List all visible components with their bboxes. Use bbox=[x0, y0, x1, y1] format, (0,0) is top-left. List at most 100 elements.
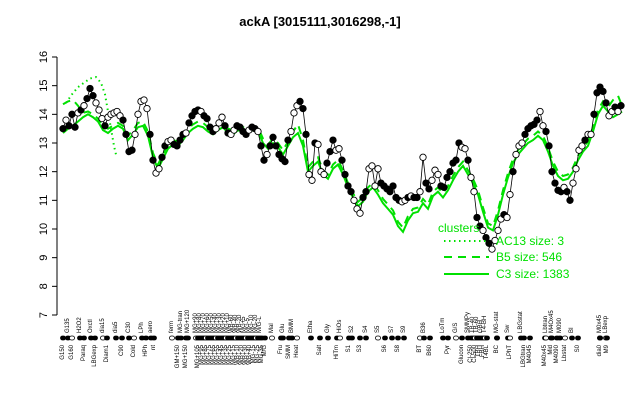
condition-tick bbox=[262, 335, 268, 341]
condition-tick bbox=[325, 335, 331, 341]
x-axis-label-above: S2 bbox=[349, 325, 355, 333]
x-axis-label-below: M4045 bbox=[527, 344, 533, 363]
x-axis-label-above: H2O2 bbox=[77, 317, 83, 333]
x-axis-label-below: B60 bbox=[427, 344, 433, 355]
condition-tick bbox=[427, 335, 433, 341]
data-point-open bbox=[212, 125, 220, 133]
x-axis-label-below: S6 bbox=[382, 344, 388, 352]
x-axis-label-below: Heat bbox=[294, 345, 300, 358]
x-axis-label-below: SMM bbox=[286, 345, 292, 359]
x-axis-label-below: HiTm bbox=[334, 345, 340, 359]
data-point-open bbox=[218, 113, 226, 121]
x-axis-label-above: T4-BH bbox=[482, 316, 488, 333]
condition-tick bbox=[575, 335, 581, 341]
x-axis-label-above: ferm bbox=[169, 321, 175, 333]
data-point-open bbox=[506, 190, 514, 199]
data-point-open bbox=[614, 107, 622, 116]
x-axis-label-above: MG+120 bbox=[185, 309, 191, 333]
data-point-filled bbox=[221, 122, 229, 130]
data-point-filled bbox=[602, 99, 610, 107]
data-point-filled bbox=[281, 157, 289, 166]
x-axis-label-below: Cl-250 bbox=[468, 344, 474, 362]
data-point-filled bbox=[542, 127, 550, 136]
x-axis-label-below: M4090 bbox=[554, 344, 560, 363]
data-point-open bbox=[140, 96, 148, 104]
x-axis-label-above: Gly bbox=[325, 324, 331, 333]
condition-tick bbox=[151, 335, 157, 341]
data-point-open bbox=[215, 119, 223, 127]
x-axis-label-above: MG+50 bbox=[209, 312, 215, 333]
y-axis-tick-label: 13 bbox=[38, 137, 50, 149]
x-axis-label-below: WB+20 bbox=[239, 344, 245, 365]
data-point-filled bbox=[533, 116, 541, 124]
y-axis-tick-label: 15 bbox=[38, 80, 50, 92]
x-axis-label-above: MG+30 bbox=[217, 312, 223, 333]
condition-tick bbox=[459, 335, 465, 341]
data-point-open bbox=[263, 150, 271, 159]
legend-entry-label: AC13 size: 3 bbox=[496, 234, 564, 248]
x-axis-label-above: LPh bbox=[139, 322, 145, 333]
x-axis-label-below: MG+65 bbox=[211, 344, 217, 365]
x-axis-label-above: MG+10 bbox=[225, 312, 231, 333]
data-point-open bbox=[569, 179, 577, 187]
x-axis-label-below: Paraq bbox=[81, 345, 87, 361]
x-axis-label-below: M9 bbox=[604, 344, 610, 353]
x-axis-label-below: MG+15 bbox=[231, 344, 237, 365]
data-point-filled bbox=[425, 185, 433, 193]
data-point-filled bbox=[65, 122, 73, 130]
x-axis-label-below: FBH bbox=[480, 345, 486, 357]
x-axis-label-below: Pyr bbox=[445, 345, 451, 354]
x-axis-label-above: WB-20 bbox=[237, 314, 243, 333]
condition-tick bbox=[543, 335, 549, 341]
condition-tick bbox=[549, 335, 555, 341]
data-point-open bbox=[92, 99, 100, 107]
data-point-filled bbox=[266, 142, 274, 150]
x-axis-label-below: Cl-500 bbox=[472, 344, 478, 362]
data-point-filled bbox=[86, 84, 94, 93]
data-point-filled bbox=[341, 170, 349, 179]
condition-tick bbox=[317, 335, 323, 341]
y-axis-tick-label: 12 bbox=[38, 166, 50, 178]
x-axis-label-above: S7 bbox=[389, 325, 395, 333]
x-axis-label-above: dia5 bbox=[113, 321, 119, 333]
data-point-filled bbox=[101, 122, 109, 130]
x-axis-label-above: S5 bbox=[375, 325, 381, 333]
condition-tick bbox=[357, 335, 363, 341]
data-point-filled bbox=[173, 142, 181, 150]
condition-tick bbox=[60, 335, 66, 341]
data-point-open bbox=[308, 176, 316, 184]
data-point-filled bbox=[548, 168, 556, 176]
data-point-open bbox=[335, 145, 343, 153]
legend-entry-label: C3 size: 1383 bbox=[496, 267, 570, 281]
data-point-filled bbox=[482, 233, 490, 242]
condition-tick bbox=[131, 335, 137, 341]
x-axis-label-above: BMM bbox=[289, 319, 295, 333]
data-point-filled bbox=[269, 133, 277, 141]
y-axis-tick-label: 8 bbox=[38, 283, 50, 289]
data-point-open bbox=[371, 182, 379, 190]
condition-tick bbox=[494, 335, 500, 341]
x-axis-label-below: Fru bbox=[278, 345, 284, 354]
x-axis-label-below: TBH bbox=[476, 345, 482, 357]
x-axis-label-above: Sw bbox=[505, 324, 511, 333]
x-axis-label-below: S8 bbox=[395, 344, 401, 352]
data-point-open bbox=[428, 176, 436, 184]
data-point-open bbox=[470, 188, 478, 196]
data-point-open bbox=[368, 162, 376, 170]
data-point-filled bbox=[551, 179, 559, 187]
x-axis-label-above: MG+5 bbox=[241, 316, 247, 333]
data-point-filled bbox=[176, 136, 184, 144]
condition-tick bbox=[484, 335, 490, 341]
data-point-open bbox=[536, 107, 544, 116]
y-axis-tick-label: 7 bbox=[38, 312, 50, 318]
data-point-filled bbox=[257, 142, 265, 150]
condition-tick bbox=[308, 335, 314, 341]
data-point-filled bbox=[464, 156, 472, 164]
data-point-open bbox=[578, 142, 586, 150]
data-point-filled bbox=[260, 156, 268, 164]
data-point-filled bbox=[617, 102, 625, 110]
data-point-filled bbox=[545, 142, 553, 150]
data-point-filled bbox=[296, 97, 304, 106]
condition-tick bbox=[440, 335, 446, 341]
